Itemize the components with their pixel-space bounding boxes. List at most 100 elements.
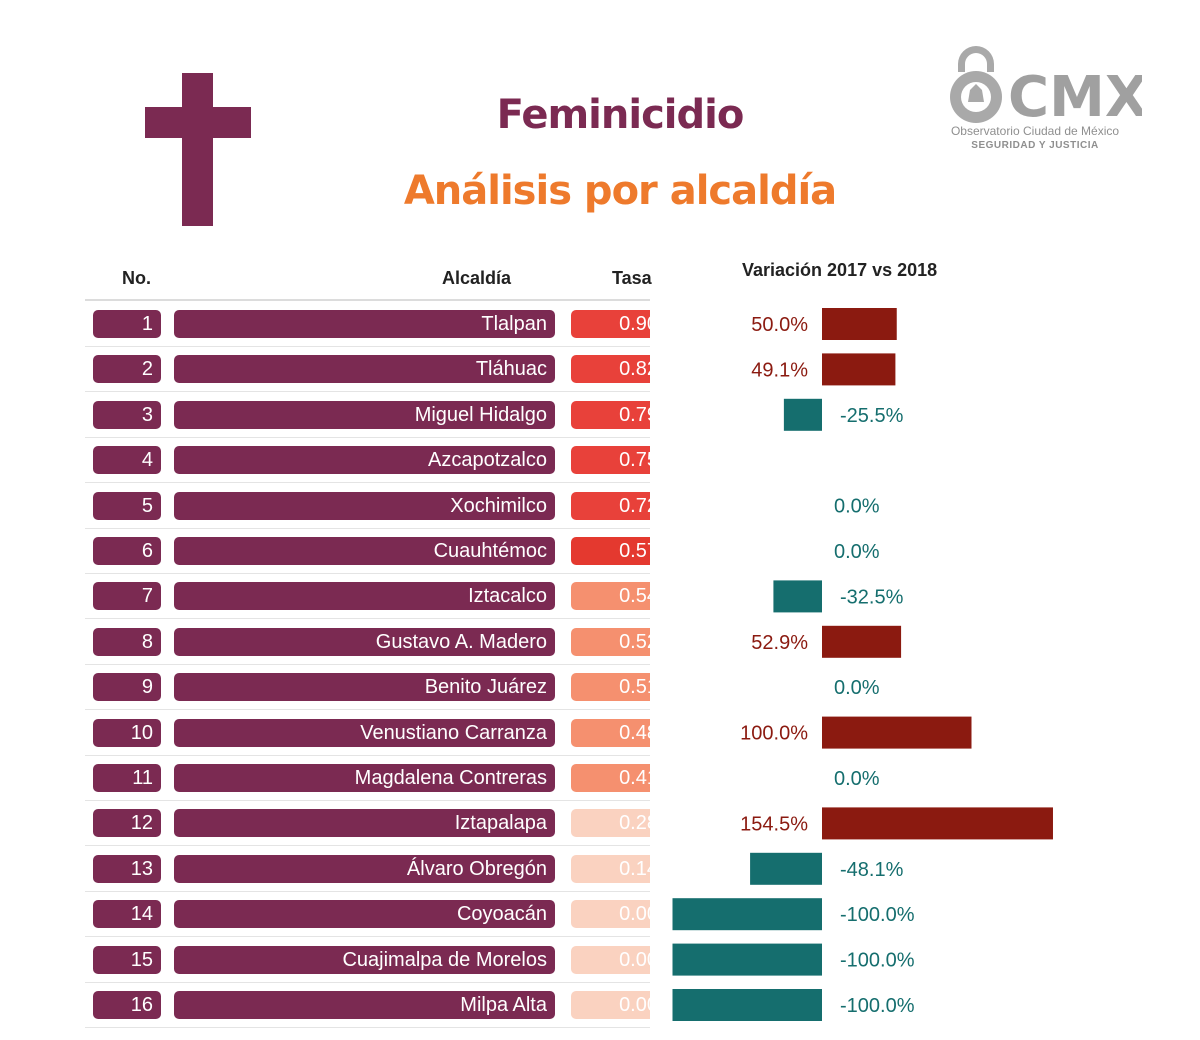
row-divider (85, 482, 650, 484)
row-divider (85, 800, 650, 801)
row-number: 14 (93, 900, 161, 929)
logo-line2: SEGURIDAD Y JUSTICIA (971, 140, 1099, 151)
column-header-tasa: Tasa (612, 268, 652, 288)
row-alcaldia: Benito Juárez (174, 673, 555, 702)
table-row: 9 Benito Juárez 0.51 (85, 664, 650, 711)
page-subtitle: Análisis por alcaldía (403, 168, 837, 214)
row-tasa: 0.00 (571, 991, 650, 1019)
variation-bar (822, 807, 1053, 840)
variation-label: 50.0% (751, 314, 808, 336)
row-divider (85, 1027, 650, 1028)
row-alcaldia: Gustavo A. Madero (174, 627, 555, 656)
row-number: 1 (93, 310, 161, 338)
variation-bar (822, 716, 972, 749)
row-divider (85, 709, 650, 711)
variation-label: -25.5% (840, 405, 904, 427)
row-number: 12 (93, 809, 161, 838)
row-number: 4 (93, 446, 161, 475)
row-tasa: 0.51 (571, 673, 650, 702)
row-tasa: 0.75 (571, 446, 650, 475)
row-number: 9 (93, 673, 161, 702)
row-tasa: 0.28 (571, 809, 650, 838)
table-row: 8 Gustavo A. Madero 0.52 (85, 619, 650, 665)
row-tasa: 0.79 (571, 400, 650, 429)
row-alcaldia: Coyoacán (174, 900, 555, 929)
row-number: 6 (93, 537, 161, 565)
row-tasa: 0.14 (571, 854, 650, 883)
row-tasa: 0.00 (571, 945, 650, 974)
variation-label: 49.1% (751, 359, 808, 381)
row-alcaldia: Tlalpan (174, 310, 555, 338)
table-row: 15 Cuajimalpa de Morelos 0.00 (85, 937, 650, 983)
header-divider (85, 299, 650, 301)
variation-bar (672, 943, 822, 976)
logo: CMX Observatorio Ciudad de México SEGURI… (930, 42, 1142, 157)
column-header-no: No. (122, 268, 151, 288)
row-divider (85, 981, 650, 983)
variation-label: -100.0% (840, 950, 915, 972)
table-row: 14 Coyoacán 0.00 (85, 891, 650, 938)
row-number: 15 (93, 945, 161, 974)
row-divider (85, 754, 650, 756)
row-alcaldia: Iztapalapa (174, 809, 555, 838)
row-tasa: 0.48 (571, 718, 650, 747)
row-divider (85, 663, 650, 665)
row-divider (85, 436, 650, 438)
row-divider (85, 936, 650, 938)
table-row: 3 Miguel Hidalgo 0.79 (85, 392, 650, 438)
variation-label: -32.5% (840, 586, 904, 608)
variation-bar (822, 625, 902, 658)
variation-label: 52.9% (751, 632, 808, 654)
variation-bar (783, 398, 822, 431)
row-alcaldia: Magdalena Contreras (174, 764, 555, 792)
table-row: 7 Iztacalco 0.54 (85, 573, 650, 620)
row-tasa: 0.54 (571, 582, 650, 611)
row-alcaldia: Iztacalco (174, 582, 555, 611)
row-divider (85, 391, 650, 393)
cmx-logo-icon: CMX (950, 46, 1142, 124)
variation-label: -48.1% (840, 859, 904, 881)
table-row: 11 Magdalena Contreras 0.41 (85, 755, 650, 801)
row-divider (85, 573, 650, 574)
table-row: 13 Álvaro Obregón 0.14 (85, 846, 650, 892)
variation-label: 100.0% (740, 723, 808, 745)
row-tasa: 0.41 (571, 764, 650, 792)
row-number: 2 (93, 355, 161, 384)
row-number: 16 (93, 991, 161, 1019)
variation-bar (672, 898, 822, 931)
variation-label: 154.5% (740, 813, 808, 835)
row-tasa: 0.82 (571, 355, 650, 384)
variation-label: -100.0% (840, 995, 915, 1017)
variation-bar (822, 353, 896, 386)
logo-name: CMX (1008, 65, 1142, 124)
row-divider (85, 845, 650, 847)
table-row: 6 Cuauhtémoc 0.57 (85, 528, 650, 574)
row-alcaldia: Xochimilco (174, 491, 555, 520)
table-row: 16 Milpa Alta 0.00 (85, 982, 650, 1028)
row-divider (85, 346, 650, 347)
row-divider (85, 527, 650, 529)
table-row: 5 Xochimilco 0.72 (85, 483, 650, 529)
row-number: 13 (93, 854, 161, 883)
variation-label: 0.0% (834, 541, 880, 563)
row-alcaldia: Venustiano Carranza (174, 718, 555, 747)
cross-icon (145, 73, 251, 226)
variation-bar (750, 852, 822, 885)
row-divider (85, 890, 650, 892)
variation-label: 0.0% (834, 496, 880, 518)
row-alcaldia: Tláhuac (174, 355, 555, 384)
row-alcaldia: Cuauhtémoc (174, 537, 555, 565)
row-alcaldia: Azcapotzalco (174, 446, 555, 475)
table-row: 10 Venustiano Carranza 0.48 (85, 710, 650, 756)
table-row: 12 Iztapalapa 0.28 (85, 800, 650, 847)
row-number: 3 (93, 400, 161, 429)
row-number: 10 (93, 718, 161, 747)
page-title: Feminicidio (496, 92, 745, 138)
column-header-alcaldia: Alcaldía (442, 268, 512, 288)
table-row: 2 Tláhuac 0.82 (85, 346, 650, 393)
row-number: 11 (93, 764, 161, 792)
row-number: 5 (93, 491, 161, 520)
row-tasa: 0.52 (571, 627, 650, 656)
row-tasa: 0.57 (571, 537, 650, 565)
row-divider (85, 618, 650, 620)
